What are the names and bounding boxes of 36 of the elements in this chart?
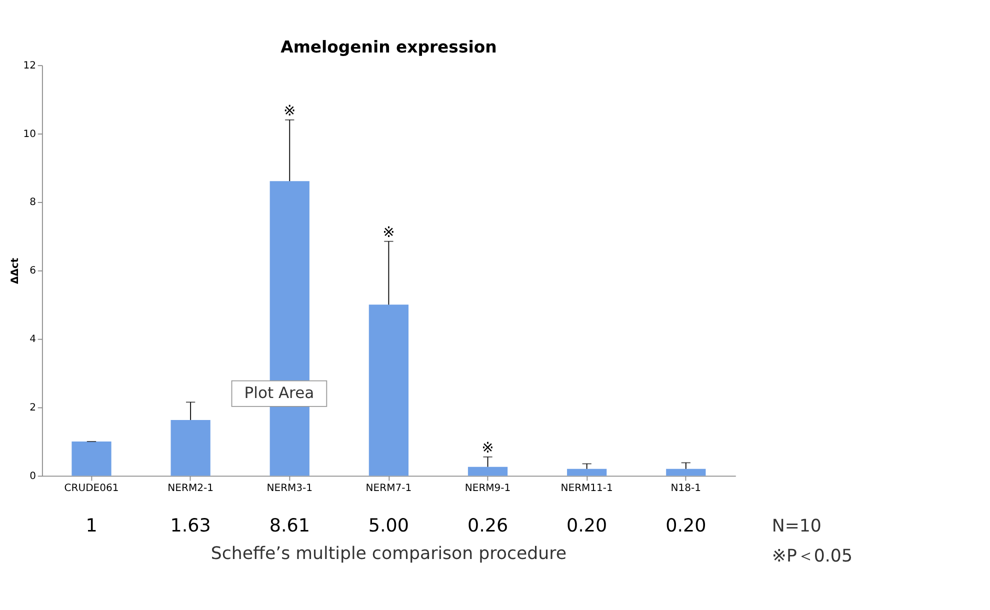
y-tick-label: 8 — [30, 197, 36, 208]
text: Scheffe’s multiple comparison procedure — [210, 544, 567, 564]
annotation: Plot Area — [244, 384, 314, 402]
data-label: 5.00 — [368, 515, 410, 536]
data-label: 8.61 — [269, 515, 310, 536]
bar — [468, 466, 508, 476]
text: N=10 — [772, 516, 822, 536]
x-tick-label: NERM3-1 — [266, 482, 313, 494]
x-tick-label: CRUDE061 — [64, 482, 119, 494]
data-label: 1 — [86, 515, 98, 536]
y-axis-title: ΔΔct — [10, 258, 21, 284]
x-tick-label: NERM7-1 — [366, 482, 412, 494]
y-tick-label: 4 — [30, 334, 36, 346]
chart-title: Amelogenin expression — [280, 37, 497, 56]
x-tick-label: N18-1 — [670, 482, 702, 494]
data-label: 0.20 — [566, 515, 608, 536]
y-tick-label: 0 — [30, 470, 36, 482]
bar — [567, 468, 607, 476]
x-tick-label: NERM2-1 — [168, 482, 214, 494]
bar — [368, 304, 409, 476]
data-label: 0.26 — [467, 515, 508, 536]
y-tick-label: 6 — [30, 266, 36, 277]
bar — [170, 420, 210, 476]
bar — [72, 442, 112, 476]
bar — [666, 468, 706, 476]
x-tick-label: NERM9-1 — [464, 482, 511, 494]
y-tick-label: 10 — [23, 128, 36, 140]
text: ※P＜0.05 — [772, 546, 852, 567]
annotation: ※ — [382, 224, 395, 241]
y-tick-label: 2 — [30, 402, 36, 414]
x-tick-label: NERM11-1 — [560, 482, 613, 494]
data-label: 1.63 — [170, 515, 211, 536]
annotation: ※ — [284, 102, 296, 120]
data-label: 0.20 — [666, 515, 706, 536]
y-tick-label: 12 — [23, 60, 36, 72]
annotation: ※ — [482, 439, 494, 456]
